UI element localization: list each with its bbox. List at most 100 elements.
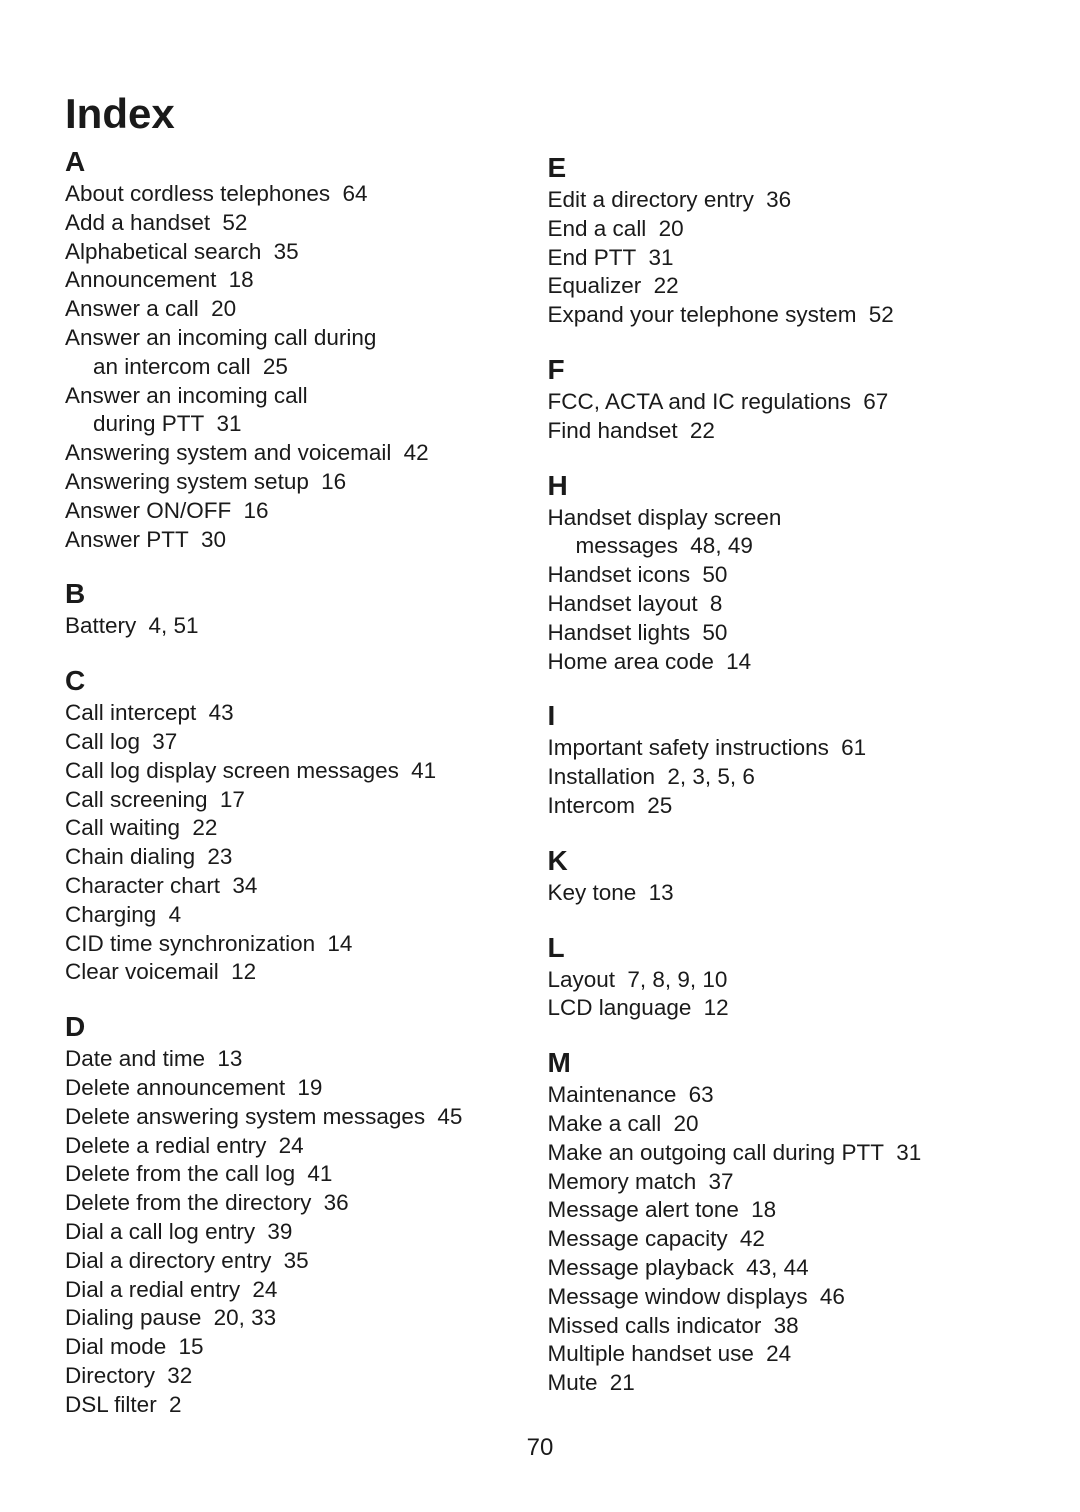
index-entry-text: Call waiting [65, 815, 180, 840]
index-entry: Make a call 20 [548, 1110, 1016, 1139]
index-entry-page: 37 [702, 1169, 733, 1194]
index-entry-page: 41 [405, 758, 436, 783]
index-entry-page: 32 [161, 1363, 192, 1388]
index-entry-page: 61 [835, 735, 866, 760]
index-entry: Alphabetical search 35 [65, 238, 533, 267]
index-entry-text: Handset display screen [548, 505, 782, 530]
index-entry-text: Make an outgoing call during PTT [548, 1140, 884, 1165]
index-entry-text: Installation [548, 764, 656, 789]
index-entry-page: 50 [696, 620, 727, 645]
index-entry-page: 36 [760, 187, 791, 212]
index-section-letter: F [548, 354, 1016, 386]
index-entry-text: Handset icons [548, 562, 691, 587]
index-entry-page: 12 [225, 959, 256, 984]
index-entry-text: DSL filter [65, 1392, 157, 1417]
index-entry-page: 14 [321, 931, 352, 956]
index-entry-page: 22 [684, 418, 715, 443]
index-entry: Answer PTT 30 [65, 526, 533, 555]
index-entry: Directory 32 [65, 1362, 533, 1391]
index-entry-page: 38 [767, 1313, 798, 1338]
index-entry-text: Dialing pause [65, 1305, 201, 1330]
index-section-letter: A [65, 146, 533, 178]
index-entry-page: 31 [890, 1140, 921, 1165]
index-entry-page: 16 [237, 498, 268, 523]
index-entry: Battery 4, 51 [65, 612, 533, 641]
index-entry-continuation: messages 48, 49 [548, 532, 1016, 561]
index-entry-page: 37 [146, 729, 177, 754]
index-entry: Intercom 25 [548, 792, 1016, 821]
index-entry: FCC, ACTA and IC regulations 67 [548, 388, 1016, 417]
index-entry-page: 18 [222, 267, 253, 292]
index-entry-page: 2, 3, 5, 6 [661, 764, 755, 789]
index-entry: Clear voicemail 12 [65, 958, 533, 987]
index-entry: Answer ON/OFF 16 [65, 497, 533, 526]
index-entry: Message playback 43, 44 [548, 1254, 1016, 1283]
index-entry: Missed calls indicator 38 [548, 1312, 1016, 1341]
index-entry-text: Layout [548, 967, 616, 992]
index-entry: Home area code 14 [548, 648, 1016, 677]
index-entry-page: 23 [201, 844, 232, 869]
index-entry-text: Missed calls indicator [548, 1313, 762, 1338]
index-entry-text: FCC, ACTA and IC regulations [548, 389, 851, 414]
index-entry: Make an outgoing call during PTT 31 [548, 1139, 1016, 1168]
index-entry-text: Message window displays [548, 1284, 808, 1309]
index-entry-continuation-text: messages [576, 533, 679, 558]
index-entry: Layout 7, 8, 9, 10 [548, 966, 1016, 995]
index-entry: Key tone 13 [548, 879, 1016, 908]
index-entry: Handset layout 8 [548, 590, 1016, 619]
index-entry-text: Answer an incoming call during [65, 325, 376, 350]
index-entry: Call log 37 [65, 728, 533, 757]
index-entry: Maintenance 63 [548, 1081, 1016, 1110]
index-entry: Mute 21 [548, 1369, 1016, 1398]
index-entry-page: 64 [336, 181, 367, 206]
index-entry-continuation-text: during PTT [93, 411, 204, 436]
index-entry-text: Answer ON/OFF [65, 498, 231, 523]
index-entry: Edit a directory entry 36 [548, 186, 1016, 215]
index-entry-page: 16 [315, 469, 346, 494]
index-section-letter: B [65, 578, 533, 610]
index-entry-page: 31 [210, 411, 241, 436]
index-section-letter: L [548, 932, 1016, 964]
index-entry: Answer a call 20 [65, 295, 533, 324]
index-entry-text: Delete answering system messages [65, 1104, 425, 1129]
index-entry-text: Dial mode [65, 1334, 166, 1359]
index-entry-text: Alphabetical search [65, 239, 261, 264]
index-entry: About cordless telephones 64 [65, 180, 533, 209]
index-entry-page: 42 [734, 1226, 765, 1251]
index-section-letter: E [548, 152, 1016, 184]
index-entry-page: 20 [667, 1111, 698, 1136]
index-entry-text: Charging [65, 902, 156, 927]
index-entry-text: Answering system and voicemail [65, 440, 391, 465]
index-entry-page: 42 [397, 440, 428, 465]
index-entry-text: Call log [65, 729, 140, 754]
index-entry-page: 20 [652, 216, 683, 241]
index-entry: Memory match 37 [548, 1168, 1016, 1197]
index-entry-page: 12 [697, 995, 728, 1020]
index-entry: Dial a redial entry 24 [65, 1276, 533, 1305]
index-entry-page: 2 [163, 1392, 182, 1417]
index-entry-page: 48, 49 [684, 533, 753, 558]
index-entry-page: 36 [317, 1190, 348, 1215]
index-entry-page: 15 [172, 1334, 203, 1359]
index-entry-page: 13 [642, 880, 673, 905]
index-entry: Announcement 18 [65, 266, 533, 295]
index-entry-page: 45 [431, 1104, 462, 1129]
index-entry-page: 43 [202, 700, 233, 725]
index-entry-page: 21 [604, 1370, 635, 1395]
index-entry-text: Answer PTT [65, 527, 189, 552]
index-entry-text: Announcement [65, 267, 216, 292]
index-entry-page: 20 [205, 296, 236, 321]
index-entry-text: Delete announcement [65, 1075, 285, 1100]
index-entry-page: 30 [195, 527, 226, 552]
index-entry-text: End PTT [548, 245, 637, 270]
index-entry-page: 67 [857, 389, 888, 414]
index-entry-text: Multiple handset use [548, 1341, 754, 1366]
index-entry: Message capacity 42 [548, 1225, 1016, 1254]
index-entry: Call screening 17 [65, 786, 533, 815]
index-entry-page: 4 [162, 902, 181, 927]
index-entry-page: 22 [647, 273, 678, 298]
index-entry-text: Delete from the directory [65, 1190, 311, 1215]
index-entry-page: 52 [216, 210, 247, 235]
index-section-letter: I [548, 700, 1016, 732]
index-entry-text: Character chart [65, 873, 220, 898]
